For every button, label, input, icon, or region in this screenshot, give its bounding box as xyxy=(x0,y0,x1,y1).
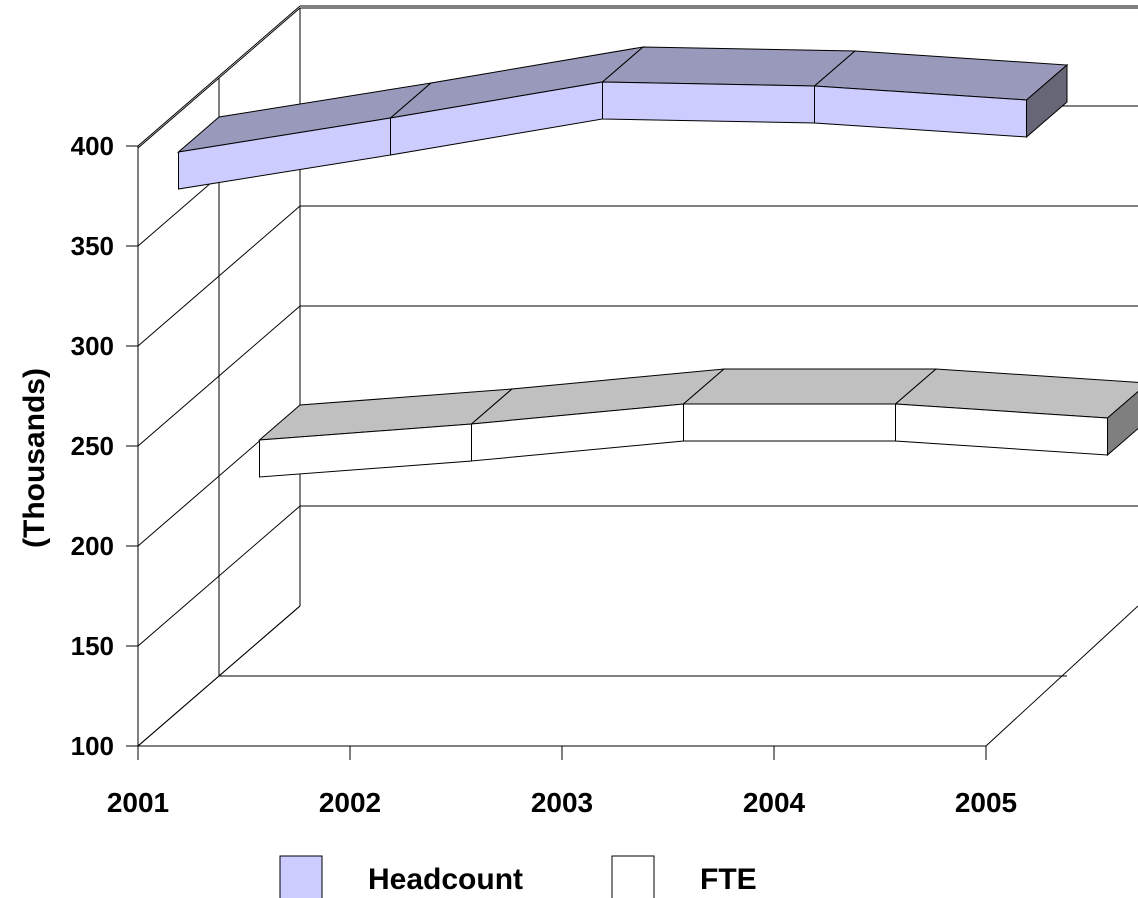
y-axis-label: (Thousands) xyxy=(18,368,51,548)
grid-line-left-300 xyxy=(137,205,301,347)
series-ribbons xyxy=(176,46,1138,478)
axes xyxy=(126,145,1138,760)
x-tick-label-2005: 2005 xyxy=(955,787,1017,818)
y-tick-label-150: 150 xyxy=(71,631,114,661)
x-tick-label-2002: 2002 xyxy=(319,787,381,818)
grid-line-left-150 xyxy=(137,505,301,647)
x-tick-label-2004: 2004 xyxy=(743,787,806,818)
legend-label-headcount: Headcount xyxy=(368,863,523,896)
y-tick-label-250: 250 xyxy=(71,431,114,461)
series-headcount-ribbon xyxy=(176,46,1069,190)
y-tick-label-200: 200 xyxy=(71,531,114,561)
series-fte-top-2 xyxy=(682,368,938,405)
legend-item-headcount: Headcount xyxy=(279,855,523,898)
floor-right-edge xyxy=(985,605,1138,747)
x-tick-label-2003: 2003 xyxy=(531,787,593,818)
series-fte-end-cap xyxy=(1107,390,1138,457)
legend-swatch-fte xyxy=(611,855,655,898)
x-tick-label-2001: 2001 xyxy=(107,787,169,818)
floor-left-edge xyxy=(137,605,301,747)
grid-line-left-400 xyxy=(137,5,301,147)
y-tick-label-350: 350 xyxy=(71,231,114,261)
series-fte-ribbon xyxy=(258,368,1138,478)
grid-line-left-250 xyxy=(137,305,301,447)
y-tick-label-300: 300 xyxy=(71,331,114,361)
series-fte-segment-2 xyxy=(683,403,896,442)
legend-label-fte: FTE xyxy=(700,863,757,896)
series-headcount-top-2 xyxy=(601,46,857,87)
series-headcount-segment-2 xyxy=(602,81,815,124)
y-tick-label-100: 100 xyxy=(71,731,114,761)
y-tick-label-400: 400 xyxy=(71,131,114,161)
legend: Headcount FTE xyxy=(279,855,757,898)
series-headcount-end-cap xyxy=(1026,63,1068,139)
legend-swatch-headcount xyxy=(279,855,323,898)
tick-labels: 100 150 200 250 300 350 400 2001 2002 2003 2004 200… xyxy=(71,131,1018,818)
legend-item-fte: FTE xyxy=(611,855,757,898)
